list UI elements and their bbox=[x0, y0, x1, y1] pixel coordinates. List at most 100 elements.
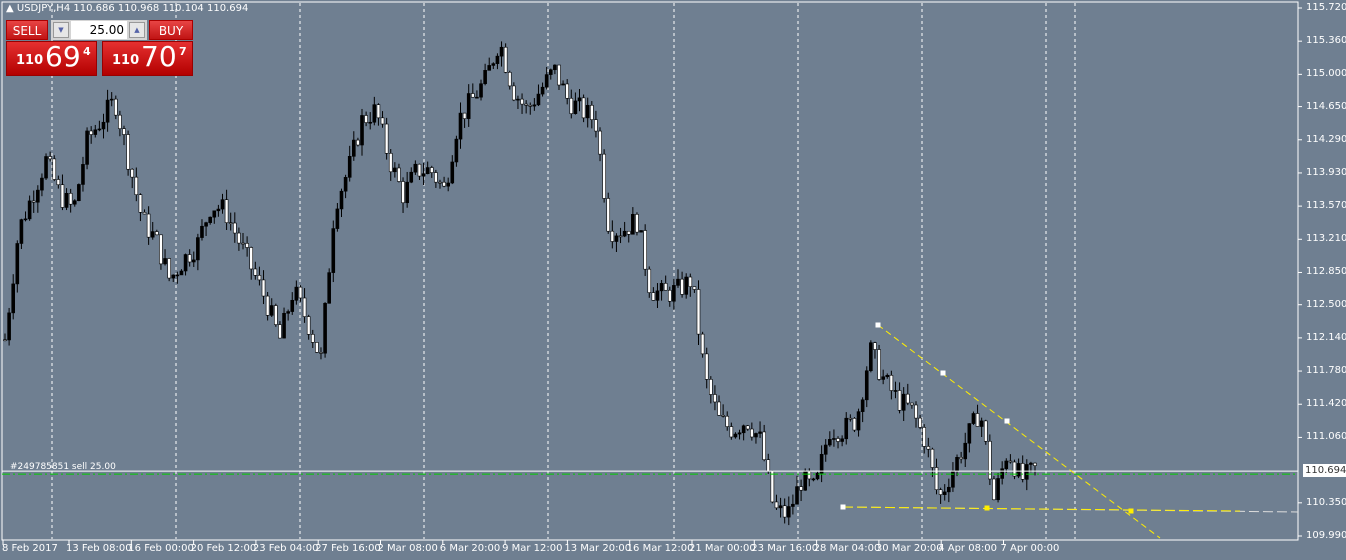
candle-body bbox=[15, 243, 20, 285]
trendline-handle[interactable] bbox=[875, 322, 881, 328]
candle-body bbox=[360, 115, 364, 146]
candle-body bbox=[245, 243, 249, 248]
candle-body bbox=[101, 121, 106, 130]
candle-body bbox=[819, 453, 824, 474]
candle-body bbox=[930, 448, 935, 468]
candle-body bbox=[376, 104, 381, 119]
candle-body bbox=[672, 285, 676, 302]
time-tick-label: 23 Mar 16:00 bbox=[751, 543, 819, 554]
candle-body bbox=[179, 270, 184, 276]
candle-body bbox=[910, 402, 914, 406]
sell-price-pip: 4 bbox=[83, 45, 91, 58]
collapse-arrow-icon[interactable]: ▲ bbox=[6, 3, 14, 14]
candle-body bbox=[622, 230, 627, 237]
candle-body bbox=[105, 99, 110, 123]
candle-body bbox=[725, 415, 730, 427]
time-tick-label: 9 Mar 12:00 bbox=[502, 543, 563, 554]
candle-body bbox=[631, 214, 635, 235]
trendline-handle[interactable] bbox=[1128, 508, 1134, 514]
candle-body bbox=[688, 276, 693, 287]
candle-body bbox=[811, 478, 816, 481]
candle-body bbox=[356, 139, 360, 146]
candle-body bbox=[409, 171, 414, 183]
candle-body bbox=[659, 283, 664, 292]
candle-body bbox=[1033, 462, 1037, 466]
time-tick-label: 13 Mar 20:00 bbox=[564, 543, 632, 554]
candle-body bbox=[573, 100, 578, 114]
price-tick-label: 109.990 bbox=[1306, 530, 1346, 541]
trendline-handle[interactable] bbox=[984, 505, 990, 511]
buy-button[interactable]: BUY bbox=[149, 20, 193, 40]
candle-body bbox=[823, 444, 828, 455]
candle-body bbox=[1024, 464, 1029, 480]
price-tick-label: 113.570 bbox=[1306, 200, 1346, 212]
candle-body bbox=[975, 413, 980, 427]
candle-body bbox=[77, 184, 81, 202]
candle-body bbox=[23, 218, 28, 221]
current-price-label: 110.694 bbox=[1303, 464, 1346, 477]
candle-body bbox=[967, 423, 972, 444]
order-line-label[interactable]: #249785851 sell 25.00 bbox=[10, 462, 116, 472]
lot-increase-icon[interactable]: ▲ bbox=[129, 22, 145, 38]
time-tick-label: 28 Mar 04:00 bbox=[813, 543, 881, 554]
candle-body bbox=[487, 65, 492, 71]
candle-body bbox=[388, 153, 393, 173]
candle-body bbox=[109, 98, 114, 101]
candle-body bbox=[836, 438, 840, 442]
candle-body bbox=[516, 98, 520, 101]
trendline-handle[interactable] bbox=[1004, 418, 1010, 424]
candle-body bbox=[581, 97, 586, 119]
candle-body bbox=[241, 242, 245, 245]
candle-body bbox=[1016, 463, 1021, 477]
candle-body bbox=[19, 219, 24, 244]
candle-body bbox=[770, 470, 775, 503]
price-tick-label: 115.360 bbox=[1306, 35, 1346, 47]
time-tick-label: 16 Mar 12:00 bbox=[626, 543, 694, 554]
candle-body bbox=[889, 374, 894, 391]
time-tick-label: 21 Mar 00:00 bbox=[689, 543, 756, 554]
price-tick-label: 115.000 bbox=[1306, 68, 1346, 80]
trendline-handle[interactable] bbox=[940, 370, 946, 376]
candle-body bbox=[717, 401, 721, 416]
sell-price-button[interactable]: 110 69 4 bbox=[6, 40, 97, 76]
candle-body bbox=[483, 70, 487, 85]
candle-body bbox=[265, 295, 270, 316]
time-tick-label: 8 Feb 2017 bbox=[2, 543, 58, 554]
trendline-handle[interactable] bbox=[840, 504, 846, 510]
candle-body bbox=[7, 312, 11, 341]
candle-body bbox=[319, 352, 323, 354]
candle-body bbox=[782, 505, 787, 518]
support-trendline[interactable] bbox=[842, 506, 1241, 512]
candle-body bbox=[261, 279, 266, 297]
candle-body bbox=[569, 97, 574, 114]
candle-body bbox=[499, 46, 504, 57]
candle-body bbox=[585, 104, 590, 119]
descending-trendline[interactable] bbox=[877, 324, 1161, 539]
candle-body bbox=[233, 222, 237, 234]
one-click-trading-panel: SELL ▼ 25.00 ▲ BUY 110 69 4 110 70 7 bbox=[6, 20, 194, 76]
candle-body bbox=[741, 425, 746, 434]
candle-body bbox=[187, 254, 192, 263]
candle-body bbox=[372, 104, 377, 123]
candle-body bbox=[450, 161, 455, 184]
candle-body bbox=[228, 222, 233, 224]
lot-input[interactable]: 25.00 bbox=[71, 21, 127, 39]
candle-body bbox=[762, 431, 766, 460]
candle-body bbox=[512, 85, 516, 101]
price-tick-label: 115.720 bbox=[1306, 2, 1346, 13]
buy-price-button[interactable]: 110 70 7 bbox=[102, 40, 193, 76]
candle-body bbox=[401, 181, 405, 204]
candle-body bbox=[413, 163, 418, 173]
lot-decrease-icon[interactable]: ▼ bbox=[53, 22, 69, 38]
candle-body bbox=[36, 189, 40, 203]
candle-body bbox=[860, 399, 865, 412]
price-tick-label: 111.780 bbox=[1306, 365, 1346, 377]
candle-body bbox=[278, 324, 282, 339]
candle-body bbox=[951, 470, 955, 488]
sell-button[interactable]: SELL bbox=[6, 20, 48, 40]
candle-body bbox=[471, 93, 475, 98]
candle-body bbox=[323, 302, 327, 354]
candle-body bbox=[352, 139, 356, 157]
candle-body bbox=[458, 112, 463, 140]
